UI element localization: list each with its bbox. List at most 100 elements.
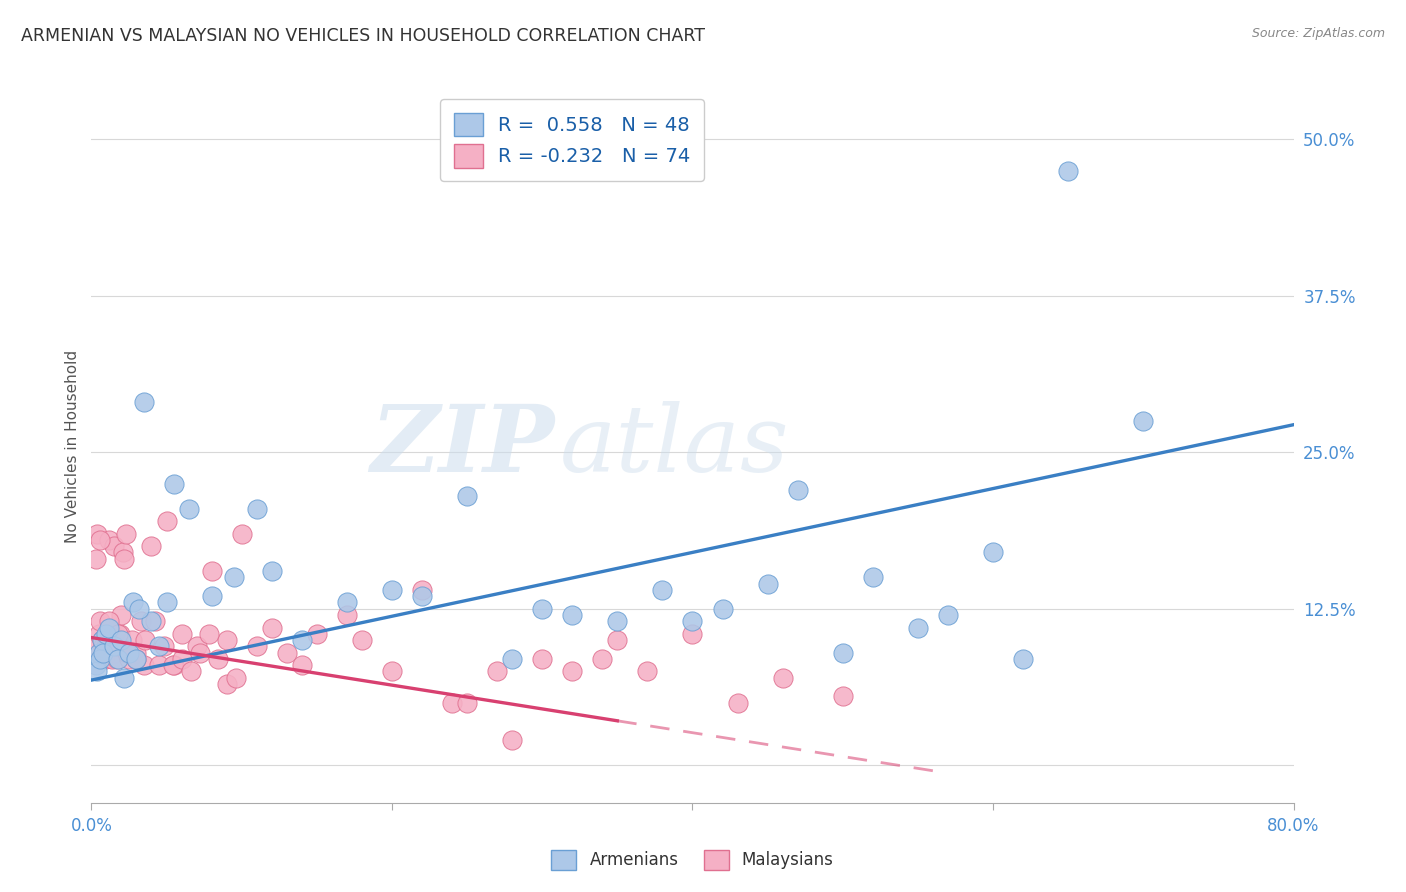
Point <box>128 601 150 615</box>
Text: atlas: atlas <box>560 401 790 491</box>
Point <box>786 483 808 497</box>
Point <box>110 633 132 648</box>
Point <box>224 570 246 584</box>
Point <box>231 526 253 541</box>
Point <box>606 633 628 648</box>
Point <box>411 582 433 597</box>
Point <box>107 652 129 666</box>
Point <box>561 607 583 622</box>
Point <box>727 696 749 710</box>
Text: Source: ZipAtlas.com: Source: ZipAtlas.com <box>1251 27 1385 40</box>
Point <box>336 595 359 609</box>
Point <box>155 514 177 528</box>
Point <box>276 646 298 660</box>
Point <box>97 633 120 648</box>
Point <box>831 690 853 704</box>
Point <box>125 652 148 666</box>
Point <box>681 627 703 641</box>
Point <box>148 640 170 654</box>
Point <box>831 646 853 660</box>
Text: ZIP: ZIP <box>370 401 554 491</box>
Point <box>456 489 478 503</box>
Point <box>86 526 108 541</box>
Point <box>201 589 224 603</box>
Point <box>125 646 148 660</box>
Point <box>87 646 110 660</box>
Point <box>411 589 433 603</box>
Point <box>456 696 478 710</box>
Point <box>125 652 148 666</box>
Point <box>93 640 115 654</box>
Point <box>201 564 224 578</box>
Point <box>90 633 112 648</box>
Point <box>180 665 202 679</box>
Point <box>98 614 121 628</box>
Point <box>101 652 124 666</box>
Point <box>132 658 155 673</box>
Point <box>188 646 211 660</box>
Point <box>561 665 583 679</box>
Point <box>711 601 734 615</box>
Point <box>143 614 166 628</box>
Point <box>84 551 107 566</box>
Point <box>94 652 117 666</box>
Point <box>86 665 108 679</box>
Point <box>107 627 129 641</box>
Point <box>134 633 156 648</box>
Point <box>107 640 129 654</box>
Point <box>260 621 283 635</box>
Point <box>486 665 509 679</box>
Point <box>111 545 134 559</box>
Point <box>122 595 145 609</box>
Point <box>1057 163 1080 178</box>
Point <box>936 607 959 622</box>
Point <box>636 665 658 679</box>
Point <box>100 621 122 635</box>
Point <box>501 652 523 666</box>
Point <box>501 733 523 747</box>
Point <box>531 652 554 666</box>
Point <box>114 551 136 566</box>
Point <box>907 621 929 635</box>
Point <box>336 607 359 622</box>
Point <box>118 652 141 666</box>
Legend: Armenians, Malaysians: Armenians, Malaysians <box>544 843 841 877</box>
Point <box>246 640 269 654</box>
Point <box>163 658 186 673</box>
Point <box>89 614 111 628</box>
Point <box>148 658 170 673</box>
Point <box>225 671 247 685</box>
Point <box>121 633 143 648</box>
Point <box>1012 652 1035 666</box>
Point <box>117 646 139 660</box>
Point <box>291 633 314 648</box>
Y-axis label: No Vehicles in Household: No Vehicles in Household <box>65 350 80 542</box>
Point <box>1132 414 1154 428</box>
Point <box>87 627 110 641</box>
Point <box>162 658 184 673</box>
Point <box>141 614 163 628</box>
Point <box>152 640 174 654</box>
Point <box>104 646 127 660</box>
Point <box>98 621 121 635</box>
Point <box>103 640 125 654</box>
Point <box>96 640 118 654</box>
Point <box>186 640 208 654</box>
Point <box>170 627 193 641</box>
Point <box>110 607 132 622</box>
Point <box>291 658 314 673</box>
Point <box>155 595 177 609</box>
Point <box>981 545 1004 559</box>
Point <box>862 570 884 584</box>
Point <box>129 614 152 628</box>
Point <box>606 614 628 628</box>
Point <box>98 533 121 547</box>
Point <box>103 539 125 553</box>
Point <box>772 671 794 685</box>
Point <box>756 576 779 591</box>
Text: ARMENIAN VS MALAYSIAN NO VEHICLES IN HOUSEHOLD CORRELATION CHART: ARMENIAN VS MALAYSIAN NO VEHICLES IN HOU… <box>21 27 704 45</box>
Point <box>207 652 229 666</box>
Point <box>177 501 200 516</box>
Point <box>215 633 238 648</box>
Point <box>89 652 111 666</box>
